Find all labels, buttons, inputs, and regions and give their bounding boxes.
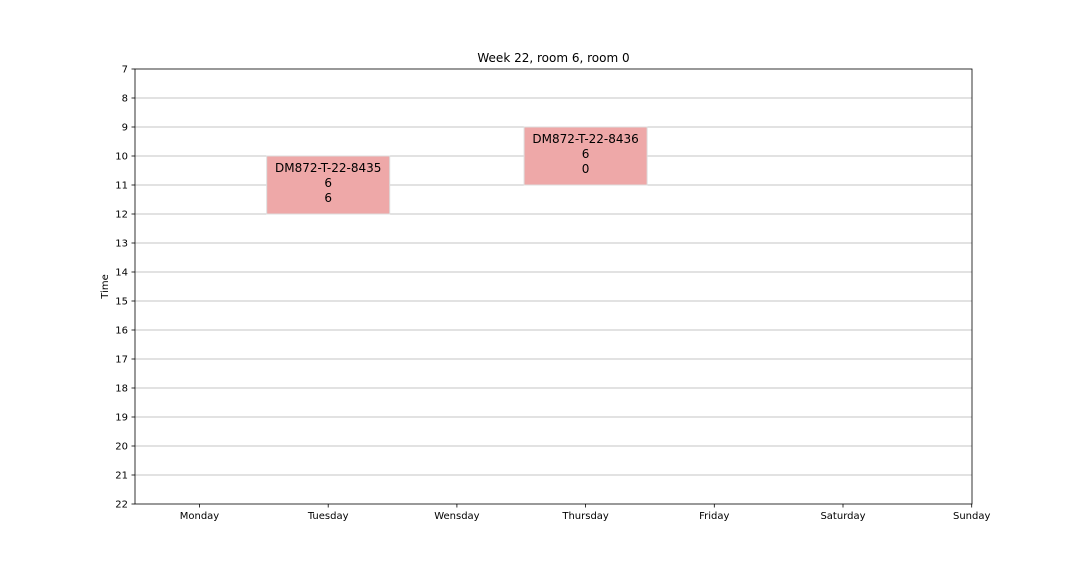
y-tick-label: 8 xyxy=(122,94,128,105)
event-label-line: DM872-T-22-8435 xyxy=(275,161,381,175)
y-tick-label: 16 xyxy=(115,326,128,337)
event-label-line: 6 xyxy=(324,191,332,205)
y-axis-label: Time xyxy=(100,274,111,299)
y-tick-label: 9 xyxy=(122,123,128,134)
y-tick-label: 19 xyxy=(115,413,128,424)
x-tick-label: Sunday xyxy=(953,511,990,522)
y-tick-label: 17 xyxy=(115,355,128,366)
y-axis-ticks: 7 8 9 10 11 12 13 14 15 16 17 18 19 20 21 22 xyxy=(115,65,135,511)
x-tick-label: Thursday xyxy=(561,511,609,522)
chart-title: Week 22, room 6, room 0 xyxy=(477,51,629,65)
event-rect xyxy=(523,126,648,186)
plot-frame xyxy=(134,68,973,505)
x-axis-ticks: Monday Tuesday Wensday Thursday Friday Saturd… xyxy=(180,504,990,522)
x-tick-label: Friday xyxy=(699,511,729,522)
event-label-line: 0 xyxy=(582,162,590,176)
y-tick-label: 14 xyxy=(115,268,128,279)
x-tick-label: Saturday xyxy=(820,511,865,522)
y-tick-label: 10 xyxy=(115,152,128,163)
y-tick-label: 18 xyxy=(115,384,128,395)
event-label-line: DM872-T-22-8436 xyxy=(532,132,638,146)
x-tick-label: Monday xyxy=(180,511,220,522)
y-tick-label: 13 xyxy=(115,239,128,250)
y-tick-label: 11 xyxy=(115,181,128,192)
x-tick-label: Wensday xyxy=(434,511,479,522)
y-tick-label: 22 xyxy=(115,500,128,511)
y-tick-label: 7 xyxy=(122,65,128,76)
y-tick-label: 21 xyxy=(115,471,128,482)
event-label-line: 6 xyxy=(582,147,590,161)
y-tick-label: 20 xyxy=(115,442,128,453)
gridlines xyxy=(135,97,972,476)
y-tick-label: 12 xyxy=(115,210,128,221)
y-tick-label: 15 xyxy=(115,297,128,308)
event-label-line: 6 xyxy=(324,176,332,190)
x-tick-label: Tuesday xyxy=(307,511,349,522)
event-rect xyxy=(266,155,391,215)
